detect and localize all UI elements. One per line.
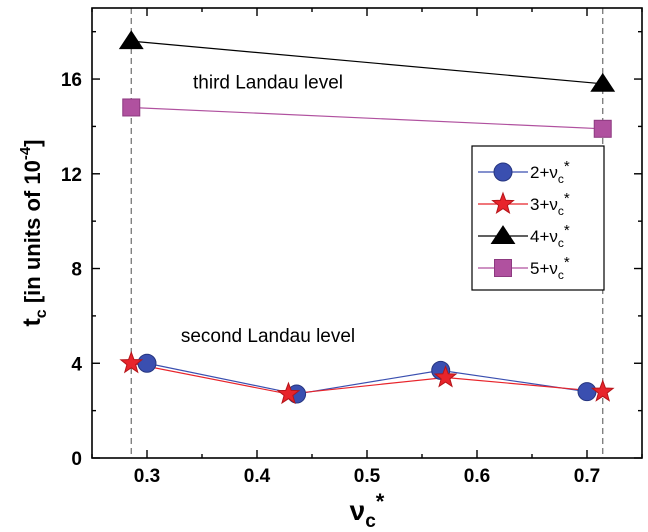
legend-marker-3 [490, 225, 516, 244]
x-tick-label-2: 0.4 [244, 466, 271, 487]
y-tick-label-2: 4 [71, 354, 82, 375]
series-2-point-1 [119, 350, 144, 374]
series-line-1 [146, 362, 588, 395]
y-tick-label-4: 12 [61, 165, 82, 186]
x-tick-label-4: 0.6 [464, 466, 490, 487]
series-1-point-4 [577, 382, 597, 402]
annotation-1: third Landau level [193, 73, 343, 94]
series-3-point-2 [590, 72, 616, 92]
series-line-2 [131, 362, 603, 395]
series-4-point-2 [593, 119, 612, 138]
y-tick-label-3: 8 [71, 260, 82, 281]
annotation-2: second Landau level [181, 326, 355, 347]
legend-marker-2 [491, 191, 515, 215]
series-4-point-1 [122, 98, 141, 117]
series-2-point-4 [590, 379, 615, 402]
legend-label-2: 3+νc* [530, 190, 570, 218]
legend-label-4: 5+νc* [530, 254, 570, 282]
series-line-3 [131, 40, 603, 85]
x-tick-label-5: 0.7 [574, 466, 600, 487]
series-line-4 [131, 106, 603, 130]
series-2-point-2 [276, 381, 301, 405]
axis-layer: 0.3 0.4 0.5 0.6 0.7 0 4 8 12 16 νc* tc [in units of… [17, 7, 643, 532]
x-axis-title: νc* [350, 489, 385, 532]
series-1-point-1 [137, 353, 157, 373]
y-axis-title: tc [in units of 10-4] [17, 139, 50, 326]
legend: 2+νc* 3+νc* 4+νc* 5+νc* [471, 145, 605, 291]
x-tick-label-1: 0.3 [134, 466, 160, 487]
series-2-point-3 [433, 365, 458, 388]
legend-label-3: 4+νc* [530, 222, 570, 250]
x-tick-label-3: 0.5 [354, 466, 381, 487]
y-tick-label-5: 16 [61, 70, 82, 91]
legend-marker-4 [494, 259, 512, 277]
y-tick-label-1: 0 [71, 449, 82, 470]
legend-marker-1 [493, 162, 513, 182]
plot-layer: third Landau level second Landau level [118, 8, 616, 458]
series-3-point-1 [118, 30, 144, 50]
legend-label-1: 2+νc* [530, 158, 570, 186]
